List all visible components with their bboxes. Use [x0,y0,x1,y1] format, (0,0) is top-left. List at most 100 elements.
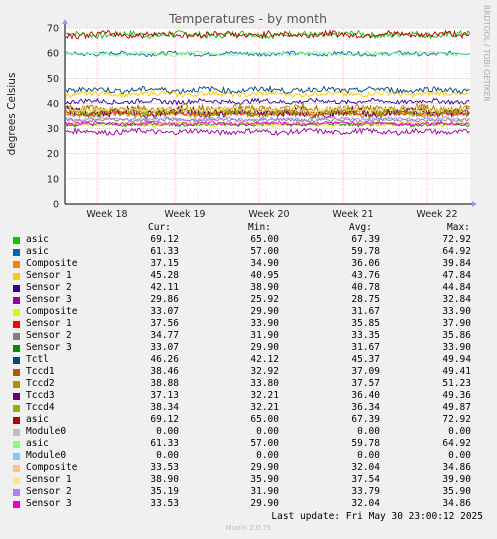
legend-avg: 0.00 [357,426,380,437]
legend-max: 34.86 [442,462,471,473]
legend-item: Composite 33.53 29.90 32.04 34.86 [0,462,497,474]
legend-max: 51.23 [442,378,471,389]
series-line [65,50,470,58]
y-tick-label: 70 [47,24,59,35]
legend-max: 37.90 [442,318,471,329]
legend-min: 57.00 [250,438,279,449]
legend-min: 33.90 [250,318,279,329]
legend-avg: 36.34 [351,402,380,413]
legend-cur: 0.00 [156,426,179,437]
legend-header: Cur: Min: Avg: Max: [0,222,497,234]
x-ticks: Week 18 Week 19 Week 20 Week 21 Week 22 [86,209,457,220]
legend-item: asic 61.33 57.00 59.78 64.92 [0,246,497,258]
legend-max: 49.87 [442,402,471,413]
rrdtool-credit: RRDTOOL / TOBI OETIKER [482,5,491,102]
legend-avg: 35.85 [351,318,380,329]
legend-item: Tccd1 38.46 32.92 37.09 49.41 [0,366,497,378]
series-line [65,126,470,136]
legend-label: Sensor 2 [26,282,72,293]
legend-max: 49.36 [442,390,471,401]
legend-swatch [13,465,20,472]
legend-cur: 33.07 [150,306,179,317]
legend-item: Sensor 1 37.56 33.90 35.85 37.90 [0,318,497,330]
legend-item: Sensor 3 33.53 29.90 32.04 34.86 [0,498,497,510]
legend-item: asic 69.12 65.00 67.39 72.92 [0,414,497,426]
legend-item: Tccd3 37.13 32.21 36.40 49.36 [0,390,497,402]
legend-cur: 33.53 [150,462,179,473]
legend-min: 25.92 [250,294,279,305]
series-line [65,97,470,106]
legend-swatch [13,309,20,316]
legend-max: 47.84 [442,270,471,281]
y-tick-label: 40 [47,99,59,110]
legend-max: 39.84 [442,258,471,269]
legend-cur: 35.19 [150,486,179,497]
legend-item: Sensor 2 35.19 31.90 33.79 35.90 [0,486,497,498]
legend-cur: 46.26 [150,354,179,365]
legend-swatch [13,369,20,376]
col-cur: Cur: [148,222,171,233]
legend-cur: 38.88 [150,378,179,389]
legend-cur: 33.53 [150,498,179,509]
legend-max: 33.90 [442,306,471,317]
legend-max: 64.92 [442,246,471,257]
legend-item: Module0 0.00 0.00 0.00 0.00 [0,426,497,438]
legend-label: asic [26,438,49,449]
legend-label: asic [26,414,49,425]
legend-min: 0.00 [256,426,279,437]
series-line [66,110,470,118]
legend-label: Tccd4 [26,402,55,413]
legend-swatch [13,249,20,256]
legend-max: 33.90 [442,342,471,353]
legend-cur: 34.77 [150,330,179,341]
legend-max: 49.94 [442,354,471,365]
legend-cur: 38.90 [150,474,179,485]
legend-label: asic [26,246,49,257]
series-line [65,85,470,95]
legend-label: Composite [26,306,78,317]
legend-max: 0.00 [448,426,471,437]
legend-min: 32.21 [250,402,279,413]
legend-swatch [13,489,20,496]
legend-min: 29.90 [250,498,279,509]
x-axis-arrow [472,201,477,207]
y-axis-label: degrees Celsius [6,73,18,156]
legend-swatch [13,381,20,388]
legend-avg: 31.67 [351,306,380,317]
legend-item: Composite 33.07 29.90 31.67 33.90 [0,306,497,318]
legend-label: Sensor 3 [26,294,72,305]
legend-item: Tccd2 38.88 33.80 37.57 51.23 [0,378,497,390]
legend-max: 44.84 [442,282,471,293]
legend-max: 32.84 [442,294,471,305]
chart-title: Temperatures - by month [168,11,327,26]
legend-min: 32.21 [250,390,279,401]
legend-avg: 33.79 [351,486,380,497]
series-line [65,105,470,121]
legend-item: Module0 0.00 0.00 0.00 0.00 [0,450,497,462]
legend-min: 40.95 [250,270,279,281]
series-line [65,29,470,40]
legend-item: Tctl 46.26 42.12 45.37 49.94 [0,354,497,366]
legend-swatch [13,345,20,352]
legend-swatch [13,477,20,484]
y-tick-label: 10 [47,174,59,185]
series-line [65,89,470,99]
legend-avg: 67.39 [351,234,380,245]
legend-label: Sensor 2 [26,486,72,497]
y-tick-label: 50 [47,74,59,85]
x-tick-label: Week 20 [248,209,289,220]
legend-swatch [13,405,20,412]
legend-label: Tctl [26,354,49,365]
legend-cur: 38.34 [150,402,179,413]
legend-min: 42.12 [250,354,279,365]
legend-avg: 31.67 [351,342,380,353]
x-tick-label: Week 21 [332,209,373,220]
legend-cur: 42.11 [150,282,179,293]
legend-avg: 28.75 [351,294,380,305]
legend-min: 29.90 [250,306,279,317]
legend-avg: 59.78 [351,438,380,449]
x-tick-label: Week 22 [416,209,457,220]
legend-item: Composite 37.15 34.90 36.06 39.84 [0,258,497,270]
col-avg: Avg: [349,222,372,233]
series-lines [65,29,470,136]
